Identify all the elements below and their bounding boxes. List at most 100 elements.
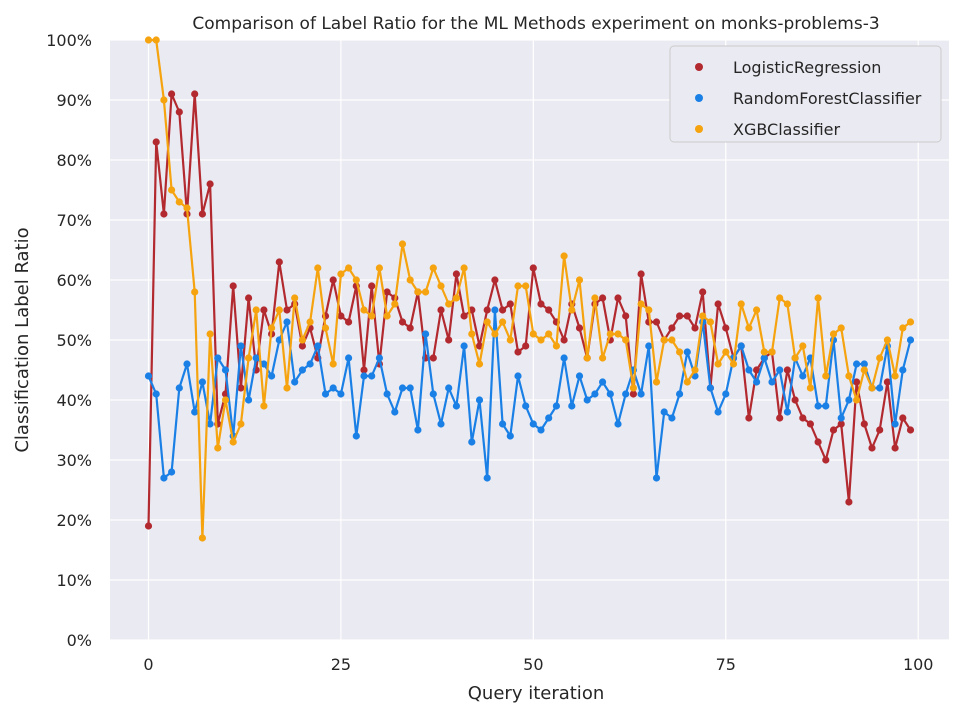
data-point: [360, 366, 368, 374]
data-point: [460, 312, 468, 320]
data-point: [822, 402, 830, 410]
data-point: [637, 270, 645, 278]
y-tick-label: 80%: [56, 151, 92, 170]
data-point: [760, 354, 768, 362]
data-point: [637, 300, 645, 308]
data-point: [375, 264, 383, 272]
data-point: [906, 336, 915, 344]
data-point: [560, 354, 568, 362]
data-point: [445, 300, 453, 308]
data-point: [368, 312, 376, 320]
data-point: [475, 396, 484, 404]
data-point: [198, 210, 206, 218]
data-point: [168, 186, 176, 194]
x-tick-label: 75: [716, 655, 736, 674]
data-point: [629, 390, 638, 398]
data-point: [506, 432, 514, 440]
data-point: [545, 414, 553, 422]
data-point: [398, 384, 407, 392]
data-point: [345, 264, 353, 272]
data-point: [229, 282, 237, 290]
x-tick-label: 100: [903, 655, 934, 674]
data-point: [429, 264, 437, 272]
data-point: [699, 288, 707, 296]
data-point: [799, 372, 807, 380]
data-point: [845, 498, 853, 506]
series-line: [147, 308, 912, 480]
data-point: [414, 288, 422, 296]
series-line: [148, 38, 912, 540]
data-point: [791, 396, 799, 404]
y-tick-label: 90%: [56, 91, 92, 110]
x-ticks: 0 25 50 75 100: [143, 655, 933, 674]
data-point: [629, 384, 638, 392]
data-point: [837, 420, 845, 428]
data-point: [745, 324, 753, 332]
chart-title: Comparison of Label Ratio for the ML Met…: [192, 14, 879, 34]
data-point: [575, 276, 584, 284]
data-point: [283, 306, 291, 314]
data-point: [237, 384, 245, 392]
data-point: [291, 378, 299, 386]
data-point: [714, 360, 722, 368]
data-point: [168, 468, 176, 476]
data-point: [391, 408, 399, 416]
legend-marker: [695, 125, 703, 133]
data-point: [668, 336, 676, 344]
series-layer: [144, 36, 915, 542]
data-point: [291, 294, 299, 302]
data-point: [799, 342, 807, 350]
data-point: [652, 318, 661, 326]
data-point: [722, 348, 730, 356]
data-point: [599, 294, 607, 302]
data-point: [245, 396, 253, 404]
data-point: [514, 372, 522, 380]
y-tick-label: 100%: [46, 31, 92, 50]
data-point: [499, 420, 507, 428]
data-point: [853, 378, 861, 386]
data-point: [144, 372, 153, 380]
data-point: [814, 438, 822, 446]
data-point: [175, 198, 183, 206]
data-point: [822, 456, 830, 464]
data-point: [529, 420, 537, 428]
data-point: [529, 330, 537, 338]
y-tick-label: 10%: [56, 571, 92, 590]
data-point: [445, 336, 453, 344]
data-point: [398, 318, 407, 326]
data-point: [776, 366, 784, 374]
data-point: [160, 210, 168, 218]
data-point: [268, 372, 276, 380]
data-point: [860, 366, 868, 374]
data-point: [575, 372, 584, 380]
legend-label: LogisticRegression: [733, 58, 881, 77]
data-point: [321, 390, 330, 398]
data-point: [737, 300, 745, 308]
data-point: [676, 312, 684, 320]
data-point: [837, 324, 845, 332]
data-point: [899, 324, 907, 332]
data-point: [583, 396, 591, 404]
data-point: [329, 384, 337, 392]
data-point: [321, 324, 330, 332]
data-point: [345, 354, 353, 362]
data-point: [722, 390, 730, 398]
data-point: [568, 402, 576, 410]
data-point: [152, 36, 160, 44]
data-point: [652, 378, 661, 386]
data-point: [522, 282, 530, 290]
data-point: [383, 288, 391, 296]
data-point: [206, 330, 214, 338]
data-point: [283, 318, 291, 326]
data-point: [660, 336, 668, 344]
data-point: [814, 402, 822, 410]
data-point: [552, 342, 561, 350]
data-point: [368, 372, 376, 380]
data-point: [899, 414, 907, 422]
data-point: [160, 474, 168, 482]
data-point: [522, 402, 530, 410]
y-tick-label: 60%: [56, 271, 92, 290]
data-point: [768, 348, 776, 356]
data-point: [745, 414, 753, 422]
data-point: [406, 276, 414, 284]
